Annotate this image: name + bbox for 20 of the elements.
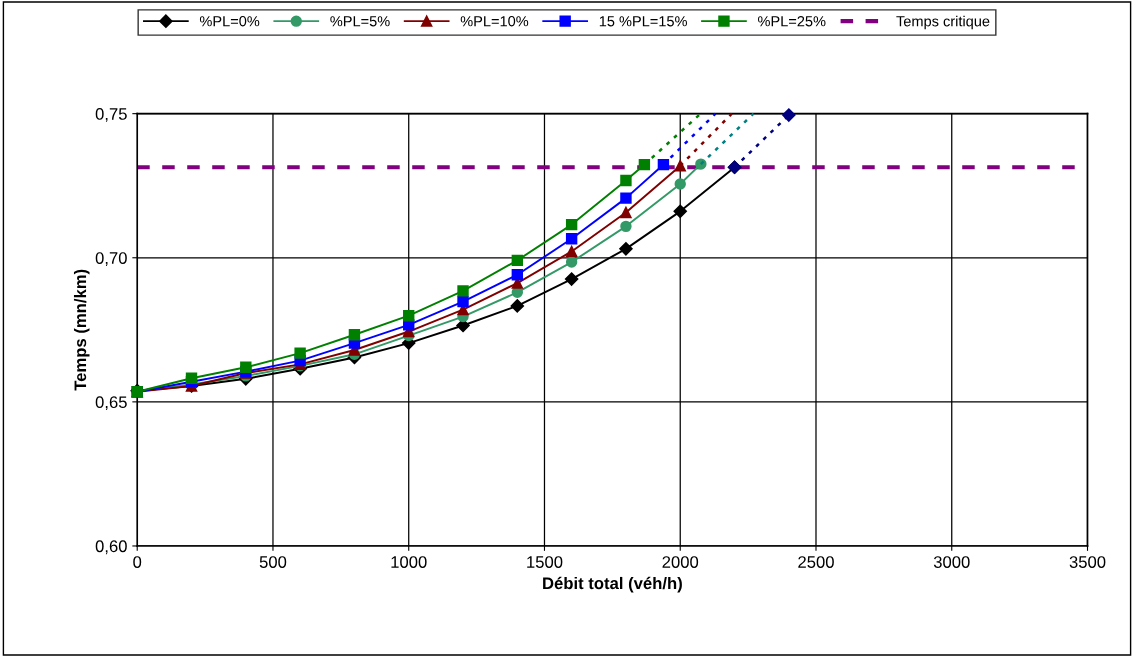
y-tick-label: 0,70 <box>95 252 127 266</box>
x-tick-label: 1500 <box>527 556 563 568</box>
legend-label: %PL=0% <box>199 16 260 27</box>
y-axis-title: Temps (mn/km) <box>73 269 90 391</box>
x-tick-label: 0 <box>133 556 142 568</box>
x-tick-label: 500 <box>259 556 287 568</box>
y-tick-label: 0,75 <box>95 108 127 122</box>
x-tick-label: 3500 <box>1069 556 1106 568</box>
legend-label: %PL=5% <box>330 16 390 27</box>
x-tick-label: 2000 <box>662 556 699 568</box>
x-axis-title: Débit total (véh/h) <box>543 576 682 593</box>
x-tick-label: 1000 <box>391 556 427 568</box>
legend-label: Temps critique <box>896 15 990 30</box>
legend-label: 15 %PL=15% <box>599 16 687 27</box>
y-tick-label: 0,60 <box>95 540 127 555</box>
y-tick-label: 0,65 <box>95 396 127 411</box>
x-tick-label: 3000 <box>933 556 970 568</box>
x-tick-label: 2500 <box>798 556 834 568</box>
legend-label: %PL=10% <box>460 16 529 27</box>
legend-label: %PL=25% <box>758 16 826 27</box>
